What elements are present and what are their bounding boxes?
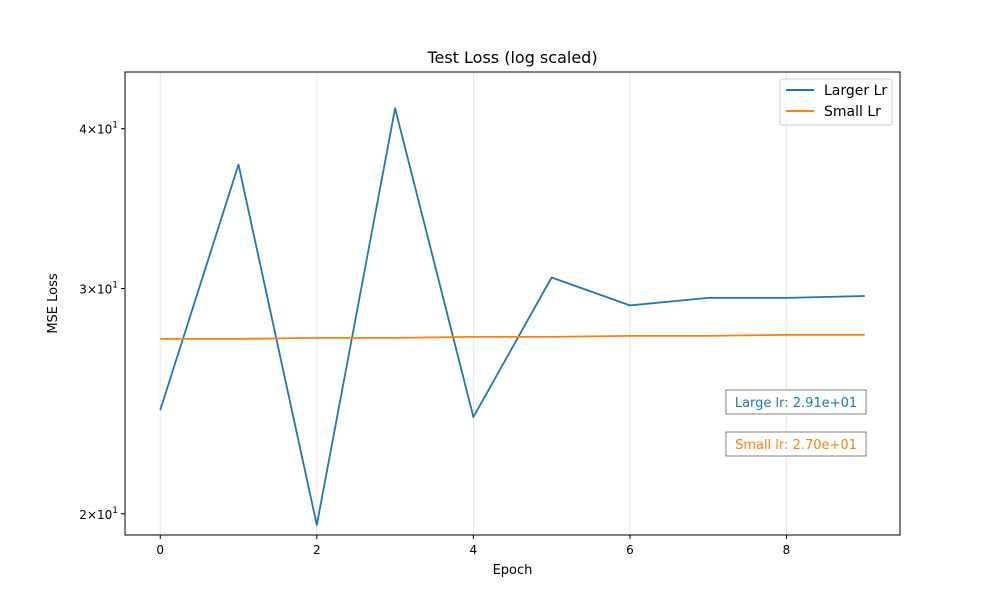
y-tick-label: 2×101	[79, 506, 118, 522]
annotation-text-large-lr: Large lr: 2.91e+01	[735, 396, 857, 411]
y-tick-label: 3×101	[79, 281, 118, 297]
x-tick-label: 2	[313, 543, 321, 557]
x-tick-label: 6	[626, 543, 634, 557]
x-tick-label: 4	[470, 543, 478, 557]
y-tick-label: 4×101	[79, 121, 118, 137]
legend-label-small-lr: Small Lr	[824, 104, 881, 120]
annotation-large-lr: Large lr: 2.91e+01	[725, 389, 867, 415]
series-layer	[159, 107, 865, 526]
x-axis-label: Epoch	[493, 563, 533, 578]
annotation-small-lr: Small lr: 2.70e+01	[725, 431, 867, 457]
annotation-box-large-lr	[725, 389, 867, 415]
x-tick-label: 0	[156, 543, 164, 557]
legend-label-larger-lr: Larger Lr	[824, 83, 887, 99]
annotation-box-small-lr	[725, 431, 867, 457]
chart-title: Test Loss (log scaled)	[426, 48, 597, 67]
annotation-text-small-lr: Small lr: 2.70e+01	[735, 438, 857, 453]
series-line-larger-lr	[159, 107, 865, 526]
x-tick-label: 8	[783, 543, 791, 557]
series-line-small-lr	[160, 333, 865, 340]
grid-layer	[159, 72, 787, 535]
tick-layer: 0 2 4 6 8 2×101 3×101 4×101	[79, 121, 790, 557]
plot-area-frame	[124, 71, 901, 536]
legend: Larger Lr Small Lr	[779, 78, 893, 126]
y-axis-label: MSE Loss	[46, 273, 61, 334]
